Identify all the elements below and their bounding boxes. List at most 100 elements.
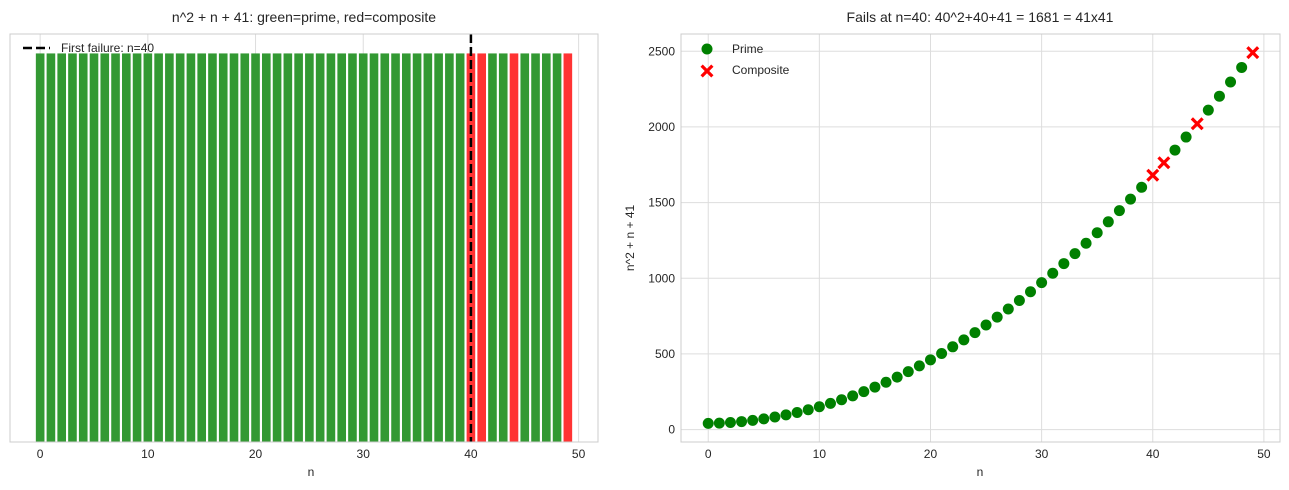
bar-prime <box>391 53 400 443</box>
legend-label-composite: Composite <box>732 63 790 77</box>
bar-prime <box>122 53 131 443</box>
bar-prime <box>208 53 217 443</box>
bar-prime <box>175 53 185 443</box>
prime-point <box>758 413 770 425</box>
prime-point <box>802 404 814 416</box>
prime-point <box>702 417 714 429</box>
prime-point <box>1091 227 1103 239</box>
prime-point <box>891 371 903 383</box>
x-tick-label: 20 <box>924 447 938 461</box>
bar-composite <box>477 53 486 443</box>
prime-point <box>1113 205 1125 217</box>
prime-point <box>1125 193 1137 205</box>
prime-point <box>780 409 792 421</box>
x-tick-label: 40 <box>464 447 478 461</box>
bar-prime <box>337 53 346 443</box>
right-chart: Fails at n=40: 40^2+40+41 = 1681 = 41x41… <box>623 9 1281 479</box>
bar-prime <box>326 53 336 443</box>
bar-prime <box>380 53 390 443</box>
prime-point <box>869 381 881 393</box>
bar-prime <box>498 53 508 443</box>
bar-prime <box>89 53 99 443</box>
bar-prime <box>78 53 88 443</box>
right-x-label: n <box>977 465 984 479</box>
x-tick-label: 30 <box>1035 447 1049 461</box>
prime-point <box>724 416 736 428</box>
bar-prime <box>262 53 271 443</box>
legend-composite-marker-icon <box>700 64 714 78</box>
bar-prime <box>402 53 411 443</box>
bar-prime <box>305 53 314 443</box>
y-tick-label: 500 <box>655 347 675 361</box>
prime-point <box>858 386 870 398</box>
x-tick-label: 20 <box>249 447 263 461</box>
bar-prime <box>283 53 293 443</box>
bar-prime <box>315 53 325 443</box>
x-tick-label: 10 <box>813 447 827 461</box>
prime-point <box>824 397 836 409</box>
y-tick-label: 0 <box>668 423 675 437</box>
bar-prime <box>57 53 66 443</box>
prime-point <box>1225 76 1237 88</box>
y-tick-label: 2500 <box>648 44 675 58</box>
prime-point <box>1036 277 1048 289</box>
left-chart-title: n^2 + n + 41: green=prime, red=composite <box>172 9 436 25</box>
right-chart-title: Fails at n=40: 40^2+40+41 = 1681 = 41x41 <box>847 9 1114 25</box>
right-x-ticks: 0 10 20 30 40 50 <box>705 447 1271 461</box>
prime-point <box>747 414 759 426</box>
left-chart: n^2 + n + 41: green=prime, red=composite… <box>9 9 599 479</box>
prime-point <box>936 347 948 359</box>
legend-label-prime: Prime <box>732 42 764 56</box>
prime-point <box>902 366 914 378</box>
prime-point <box>958 334 970 346</box>
bar-composite <box>563 53 573 443</box>
composite-point <box>1190 117 1204 131</box>
legend-prime-marker-icon <box>701 43 713 55</box>
right-points <box>702 46 1260 429</box>
prime-point <box>880 376 892 388</box>
bar-prime <box>46 53 56 443</box>
bar-prime <box>531 53 540 443</box>
bar-prime <box>218 53 228 443</box>
bar-prime <box>434 53 443 443</box>
right-legend: Prime Composite <box>700 42 790 78</box>
bar-prime <box>165 53 174 443</box>
legend-label-first-failure: First failure: n=40 <box>61 41 154 55</box>
right-axes-frame <box>680 33 1281 443</box>
prime-point <box>1236 61 1248 73</box>
prime-point <box>1013 295 1025 307</box>
bar-prime <box>412 53 422 443</box>
composite-point <box>1246 46 1260 60</box>
x-tick-label: 0 <box>37 447 44 461</box>
prime-point <box>1136 181 1148 193</box>
bar-prime <box>488 53 497 443</box>
prime-point <box>924 354 936 366</box>
bar-prime <box>445 53 454 443</box>
prime-point <box>980 319 992 331</box>
prime-point <box>736 416 748 428</box>
bar-composite <box>509 53 519 443</box>
prime-point <box>769 411 781 423</box>
bar-prime <box>197 53 206 443</box>
prime-point <box>791 406 803 418</box>
prime-point <box>813 401 825 413</box>
prime-point <box>1202 104 1214 116</box>
prime-point <box>713 417 725 429</box>
bar-prime <box>520 53 530 443</box>
prime-point <box>1213 90 1225 102</box>
prime-point <box>1069 248 1081 260</box>
bar-prime <box>542 53 551 443</box>
x-tick-label: 30 <box>357 447 371 461</box>
x-tick-label: 50 <box>572 447 586 461</box>
prime-point <box>1047 267 1059 279</box>
composite-point <box>1146 168 1160 182</box>
bar-prime <box>272 53 282 443</box>
bar-prime <box>229 53 239 443</box>
bar-prime <box>143 53 153 443</box>
bar-prime <box>358 53 368 443</box>
y-tick-label: 1000 <box>648 271 675 285</box>
prime-point <box>1080 237 1092 249</box>
left-axes-frame <box>9 33 599 443</box>
x-tick-label: 40 <box>1146 447 1160 461</box>
